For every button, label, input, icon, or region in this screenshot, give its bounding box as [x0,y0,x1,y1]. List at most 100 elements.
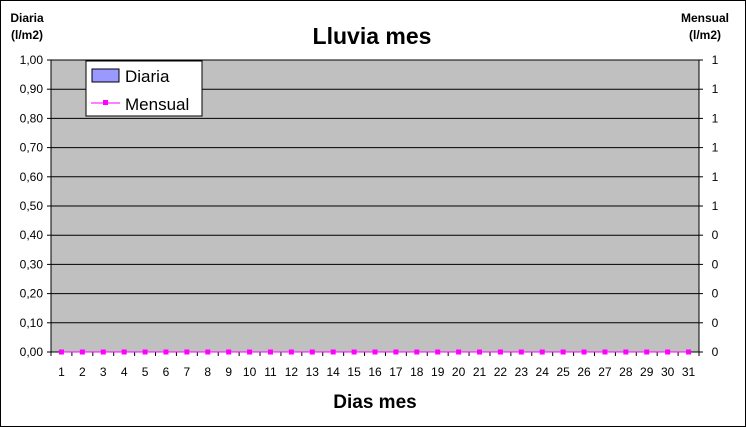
x-axis: 1 2 3 4 5 6 7 8 9 10 11 12 13 14 15 16 17 18 19 20 21 22 23 24 2… [50,351,700,379]
x-tick-label: 31 [682,365,696,379]
point-mensual [247,349,253,355]
point-mensual [560,349,566,355]
left-axis-title-line1: Diaria [10,11,44,25]
x-tick-label: 1 [58,365,65,379]
left-tick-label: 0,80 [20,111,44,125]
x-tick-label: 9 [225,365,232,379]
x-tick-label: 16 [368,365,382,379]
legend-swatch-diaria [91,68,120,83]
point-mensual [644,349,650,355]
x-tick-label: 28 [619,365,633,379]
x-tick-label: 27 [598,365,612,379]
point-mensual [351,349,357,355]
right-tick-label: 0 [712,287,719,301]
left-tick-label: 0,30 [20,257,44,271]
point-mensual [477,349,483,355]
point-mensual [497,349,503,355]
point-mensual [686,349,692,355]
right-tick-label: 0 [712,345,719,359]
point-mensual [330,349,336,355]
right-tick-label: 1 [712,199,719,213]
legend: Diaria Mensual [85,60,203,117]
point-mensual [518,349,524,355]
x-tick-label: 21 [473,365,487,379]
x-tick-label: 3 [100,365,107,379]
right-tick-label: 0 [712,257,719,271]
x-tick-label: 18 [410,365,424,379]
x-tick-label: 13 [306,365,320,379]
point-mensual [539,349,545,355]
x-tick-label: 25 [556,365,570,379]
left-axis-title-line2: (l/m2) [11,28,43,42]
right-y-axis: 0 0 0 0 0 1 1 1 1 1 1 [698,53,719,359]
x-tick-label: 12 [285,365,299,379]
right-tick-label: 0 [712,316,719,330]
x-tick-label: 10 [243,365,257,379]
right-axis-title-line1: Mensual [681,11,729,25]
point-mensual [267,349,273,355]
right-tick-label: 1 [712,170,719,184]
x-tick-label: 26 [577,365,591,379]
left-tick-label: 0,70 [20,141,44,155]
legend-marker-mensual [103,100,108,105]
series-mensual-line [58,349,692,355]
x-tick-label: 23 [515,365,529,379]
point-mensual [309,349,315,355]
left-tick-label: 0,50 [20,199,44,213]
left-tick-label: 0,00 [20,345,44,359]
point-mensual [602,349,608,355]
point-mensual [184,349,190,355]
x-tick-label: 6 [163,365,170,379]
left-y-axis: 0,00 0,10 0,20 0,30 0,40 0,50 0,60 0,70 0,80 0,90… [20,53,52,359]
x-tick-label: 7 [184,365,191,379]
right-axis-title-line2: (l/m2) [689,28,721,42]
x-tick-label: 19 [431,365,445,379]
point-mensual [79,349,85,355]
left-tick-label: 0,10 [20,316,44,330]
right-tick-label: 0 [712,228,719,242]
x-tick-label: 15 [347,365,361,379]
point-mensual [581,349,587,355]
point-mensual [121,349,127,355]
legend-label-mensual: Mensual [125,95,189,114]
point-mensual [435,349,441,355]
x-tick-label: 29 [640,365,654,379]
x-tick-label: 30 [661,365,675,379]
x-axis-title: Dias mes [333,392,416,413]
legend-label-diaria: Diaria [125,67,170,86]
x-tick-label: 2 [79,365,86,379]
point-mensual [372,349,378,355]
left-tick-label: 0,90 [20,82,44,96]
point-mensual [100,349,106,355]
point-mensual [163,349,169,355]
point-mensual [414,349,420,355]
x-tick-label: 20 [452,365,466,379]
point-mensual [665,349,671,355]
left-tick-label: 0,20 [20,287,44,301]
point-mensual [226,349,232,355]
left-tick-label: 1,00 [20,53,44,67]
right-tick-label: 1 [712,111,719,125]
x-tick-label: 17 [389,365,403,379]
right-tick-label: 1 [712,53,719,67]
x-tick-label: 24 [536,365,550,379]
point-mensual [288,349,294,355]
x-tick-label: 4 [121,365,128,379]
x-tick-label: 8 [204,365,211,379]
right-tick-label: 1 [712,82,719,96]
x-tick-label: 22 [494,365,508,379]
point-mensual [142,349,148,355]
x-tick-label: 11 [264,365,277,379]
chart-title: Lluvia mes [313,23,432,49]
left-tick-label: 0,40 [20,228,44,242]
x-tick-label: 5 [142,365,149,379]
point-mensual [393,349,399,355]
point-mensual [456,349,462,355]
right-tick-label: 1 [712,141,719,155]
point-mensual [58,349,64,355]
x-tick-label: 14 [327,365,341,379]
point-mensual [205,349,211,355]
point-mensual [623,349,629,355]
